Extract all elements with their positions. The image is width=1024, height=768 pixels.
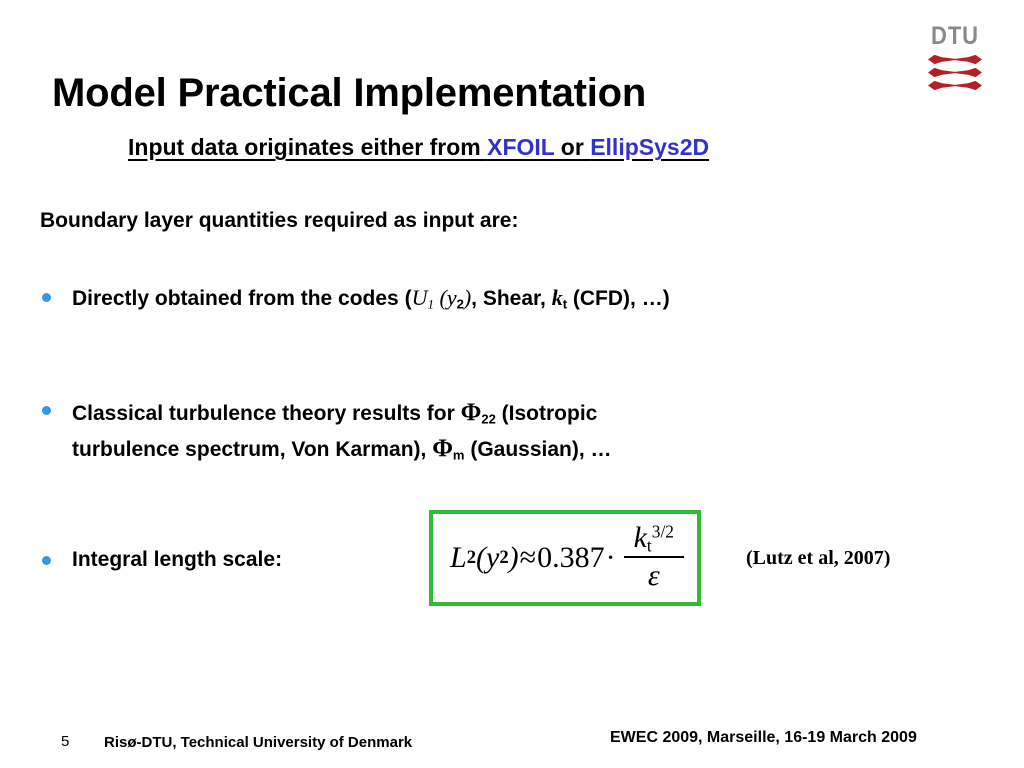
footer-event: EWEC 2009, Marseille, 16-19 March 2009 (610, 729, 917, 746)
symbol-y-subscript: 2 (456, 296, 464, 312)
slide-subtitle: Input data originates either from XFOIL … (128, 134, 709, 161)
symbol-U: U (411, 285, 428, 310)
dtu-logo: DTU (918, 24, 992, 91)
dtu-wave-icon (928, 80, 982, 91)
bullet-item-integral-length-scale: Integral length scale: (42, 545, 282, 575)
formula-denominator: ε (647, 559, 660, 593)
bullet1-paren-open: ( (404, 287, 412, 310)
bullet1-y-open: ( (433, 285, 447, 310)
formula-box: L 2(y 2) ≈ 0.387 · kt3/2 ε (429, 510, 701, 606)
formula-y-subscript: 2 (499, 546, 509, 568)
symbol-U-subscript: 1 (427, 296, 434, 312)
dtu-wordmark: DTU (931, 22, 979, 50)
formula-y: y (485, 541, 500, 574)
symbol-phi-22-subscript: 22 (481, 411, 496, 427)
formula-L: L (450, 541, 467, 574)
bullet-item-directly-obtained: Directly obtained from the codes (U1 (y2… (42, 282, 670, 314)
footer-organization: Risø-DTU, Technical University of Denmar… (104, 734, 413, 751)
symbol-phi-m: Φ (432, 434, 453, 462)
integral-length-scale-formula: L 2(y 2) ≈ 0.387 · kt3/2 ε (446, 520, 684, 593)
bullet3-label: Integral length scale (72, 548, 276, 571)
subtitle-middle: or (554, 134, 591, 160)
dtu-wave-icon (928, 67, 982, 78)
formula-numerator: kt3/2 (624, 520, 684, 557)
link-ellipsys2d[interactable]: EllipSys2D (590, 134, 710, 160)
formula-numerator-subscript: t (646, 534, 652, 555)
formula-fraction-bar (623, 556, 684, 559)
bullet2-line2-prefix: turbulence spectrum, Von Karman), (72, 437, 433, 461)
formula-coefficient: 0.387 (537, 541, 605, 574)
symbol-phi-22: Φ (460, 399, 482, 426)
formula-approx-sign: ≈ (519, 541, 537, 574)
bullet-dot-icon (42, 406, 51, 415)
bullet-text-directly-obtained: Directly obtained from the codes (U1 (y2… (72, 282, 670, 314)
bullet1-mid: , Shear, (471, 287, 552, 310)
bullet-dot-icon (42, 293, 51, 302)
formula-L-subscript: 2 (466, 546, 476, 568)
bullet2-line1-prefix: Classical turbulence theory results for (72, 402, 461, 425)
footer-page-number: 5 (61, 733, 70, 750)
bullet2-line2-tail: (Gaussian), … (464, 437, 612, 461)
bullet1-prefix: Directly obtained from the codes (72, 287, 405, 310)
formula-numerator-exponent: 3/2 (651, 521, 674, 542)
symbol-y: y (446, 285, 457, 310)
bullet-text-classical-turbulence: Classical turbulence theory results for … (72, 395, 612, 466)
symbol-phi-m-subscript: m (452, 447, 465, 463)
slide-title: Model Practical Implementation (52, 70, 647, 115)
formula-paren-close: ) (508, 541, 519, 574)
leadin-text: Boundary layer quantities required as in… (40, 209, 519, 232)
bullet2-line1-tail: (Isotropic (495, 402, 598, 425)
symbol-k: k (551, 285, 563, 310)
bullet-text-integral-length-scale: Integral length scale: (72, 545, 282, 575)
citation-reference: (Lutz et al, 2007) (746, 547, 891, 569)
formula-numerator-k: k (633, 520, 647, 554)
bullet1-y-close: ) (463, 285, 472, 310)
formula-multiplication-dot: · (605, 541, 616, 574)
bullet3-colon: : (275, 548, 283, 571)
dtu-wave-marks (918, 54, 992, 91)
formula-paren-open: ( (475, 541, 486, 574)
bullet-dot-icon (42, 556, 51, 565)
bullet1-tail: (CFD), …) (567, 287, 670, 310)
subtitle-prefix: Input data originates either from (128, 134, 488, 160)
link-xfoil[interactable]: XFOIL (487, 134, 555, 160)
formula-fraction: kt3/2 ε (623, 520, 684, 593)
symbol-k-subscript: t (562, 296, 568, 312)
dtu-wave-icon (928, 54, 982, 65)
bullet-item-classical-turbulence: Classical turbulence theory results for … (42, 395, 612, 466)
